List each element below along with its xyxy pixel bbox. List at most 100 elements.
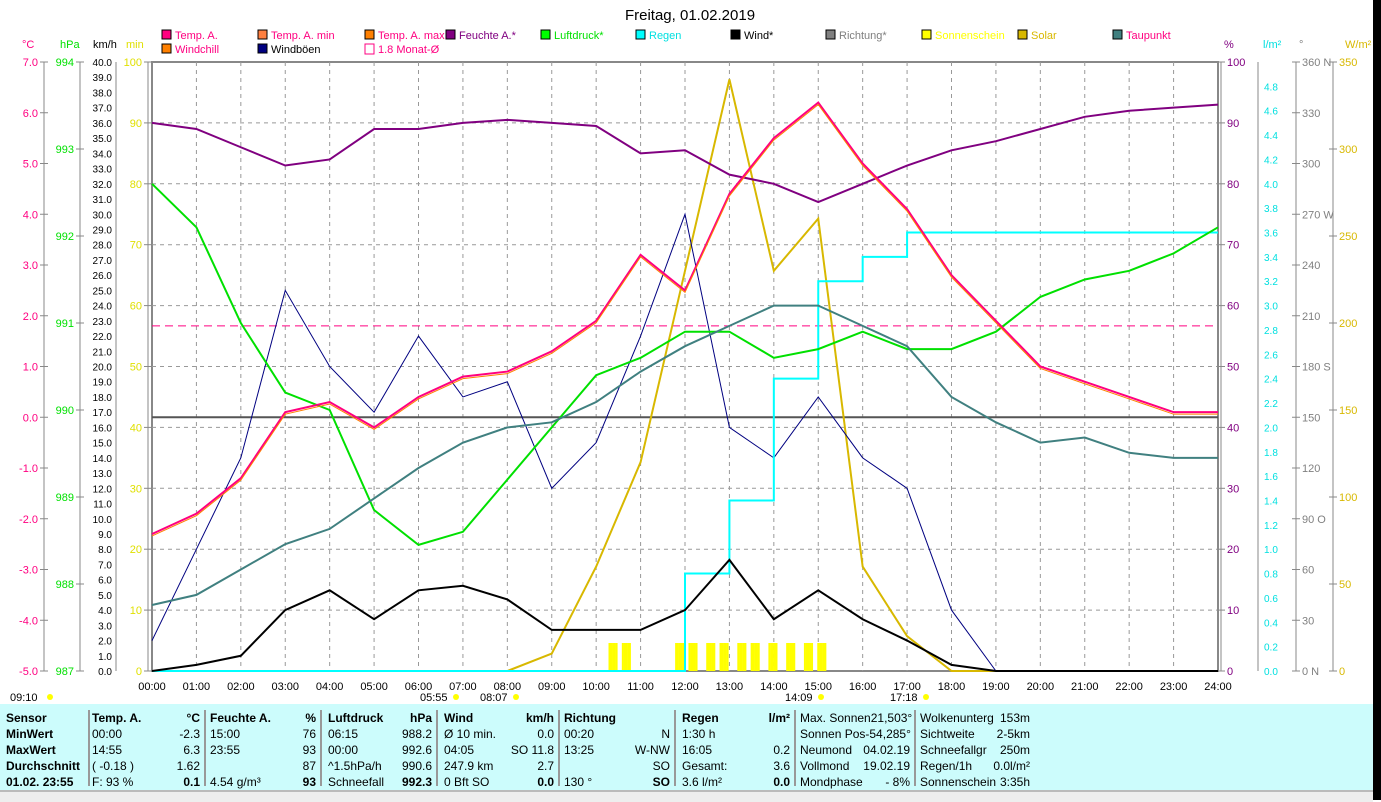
table-row: Richtung: [564, 710, 670, 726]
x-tick-label: 00:00: [138, 681, 166, 693]
axis-tick-label-wind: 21.0: [93, 347, 113, 358]
axis-tick-label-temp: -1.0: [19, 463, 38, 475]
axis-tick-label-rain: 3.2: [1264, 277, 1278, 288]
table-value: 3:35h: [1000, 774, 1030, 790]
table-row: 15:00 76: [210, 726, 316, 742]
axis-tick-label-pressure: 994: [56, 57, 74, 69]
axis-tick-label-temp: 4.0: [23, 209, 38, 221]
table-label: Gesamt:: [682, 758, 727, 774]
axis-tick-label-rain: 0.8: [1264, 570, 1278, 581]
table-value: 250m: [1000, 742, 1030, 758]
x-tick-label: 11:00: [627, 681, 654, 693]
chart-title: Freitag, 01.02.2019: [625, 7, 755, 24]
axis-tick-label-humidity: 50: [1227, 362, 1239, 374]
table-label: 16:05: [682, 742, 712, 758]
axis-tick-label-wind: 18.0: [93, 393, 113, 404]
x-tick-label: 01:00: [183, 681, 211, 693]
table-row: Durchschnitt: [6, 758, 84, 774]
x-tick-label: 09:00: [538, 681, 566, 693]
axis-tick-label-wind: 29.0: [93, 225, 113, 236]
axis-tick-label-wind: 2.0: [98, 637, 112, 648]
x-tick-label: 03:00: [271, 681, 299, 693]
table-value: 2-5km: [997, 726, 1030, 742]
table-label: Sensor: [6, 710, 47, 726]
x-tick-label: 22:00: [1115, 681, 1143, 693]
table-value: 3.6: [773, 758, 790, 774]
table-value: 76: [303, 726, 316, 742]
legend-label: Richtung*: [839, 30, 887, 42]
legend-swatch: [446, 30, 455, 39]
axis-tick-label-rain: 3.6: [1264, 229, 1278, 240]
table-label: 15:00: [210, 726, 240, 742]
legend-swatch: [922, 30, 931, 39]
table-label: 4.54 g/m³: [210, 774, 261, 790]
axis-tick-label-pressure: 988: [56, 579, 74, 591]
axis-tick-label-temp: -3.0: [19, 565, 38, 577]
axis-tick-label-wind: 9.0: [98, 530, 112, 541]
legend-swatch: [1113, 30, 1122, 39]
window-edge: [1373, 0, 1381, 800]
legend-swatch: [1018, 30, 1027, 39]
legend-label: Temp. A.: [175, 30, 218, 42]
axis-tick-label-sun: 30: [130, 483, 142, 495]
table-label: Sonnenschein: [920, 774, 996, 790]
x-tick-label: 07:00: [449, 681, 477, 693]
table-label: ^1.5hPa/h: [328, 758, 382, 774]
axis-tick-label-direction: 120: [1302, 463, 1320, 475]
axis-tick-label-wind: 15.0: [93, 439, 113, 450]
sun-icon: [47, 694, 53, 700]
axis-tick-label-temp: 2.0: [23, 311, 38, 323]
axis-tick-label-rain: 1.0: [1264, 545, 1278, 556]
sun-icon: [818, 694, 824, 700]
legend-label: Luftdruck*: [554, 30, 604, 42]
axis-tick-label-rain: 0.2: [1264, 643, 1278, 654]
table-label: MaxWert: [6, 742, 56, 758]
sun-time-moonset: 14:09: [785, 692, 813, 704]
legend-swatch: [162, 30, 171, 39]
axis-tick-label-direction: 180 S: [1302, 362, 1331, 374]
x-tick-label: 20:00: [1027, 681, 1055, 693]
x-tick-label: 14:00: [760, 681, 788, 693]
axis-tick-label-temp: 1.0: [23, 362, 38, 374]
sun-icon: [923, 694, 929, 700]
x-tick-label: 04:00: [316, 681, 344, 693]
table-value: 1.62: [177, 758, 200, 774]
table-label: 00:00: [92, 726, 122, 742]
series-line-luftdruck: [152, 184, 1218, 545]
table-value: SO: [653, 758, 670, 774]
axis-tick-label-wind: 32.0: [93, 180, 113, 191]
axis-unit-wind: km/h: [93, 39, 117, 51]
table-label: 00:00: [328, 742, 358, 758]
series-line-regen: [152, 233, 1218, 671]
axis-tick-label-rain: 2.6: [1264, 350, 1278, 361]
axis-tick-label-direction: 60: [1302, 565, 1314, 577]
x-tick-label: 23:00: [1160, 681, 1188, 693]
legend-label: Solar: [1031, 30, 1057, 42]
axis-tick-label-rain: 0.6: [1264, 594, 1278, 605]
sun-time-moonrise: 05:55: [420, 692, 448, 704]
axis-tick-label-wind: 13.0: [93, 469, 113, 480]
axis-unit-sun: min: [126, 39, 144, 51]
axis-tick-label-wind: 19.0: [93, 378, 113, 389]
sun-time-sunset: 17:18: [890, 692, 918, 704]
table-label: ( -0.18 ): [92, 758, 134, 774]
axis-tick-label-rain: 4.8: [1264, 82, 1278, 93]
table-value: SO: [653, 774, 670, 790]
axis-tick-label-humidity: 30: [1227, 483, 1239, 495]
table-value: 2.7: [537, 758, 554, 774]
table-row: 87: [210, 758, 316, 774]
table-label: 1:30 h: [682, 726, 715, 742]
table-label: 23:55: [210, 742, 240, 758]
axis-tick-label-sun: 40: [130, 422, 142, 434]
table-row: Ø 10 min.0.0: [444, 726, 554, 742]
axis-tick-label-wind: 6.0: [98, 576, 112, 587]
legend-label: Sonnenschein: [935, 30, 1005, 42]
